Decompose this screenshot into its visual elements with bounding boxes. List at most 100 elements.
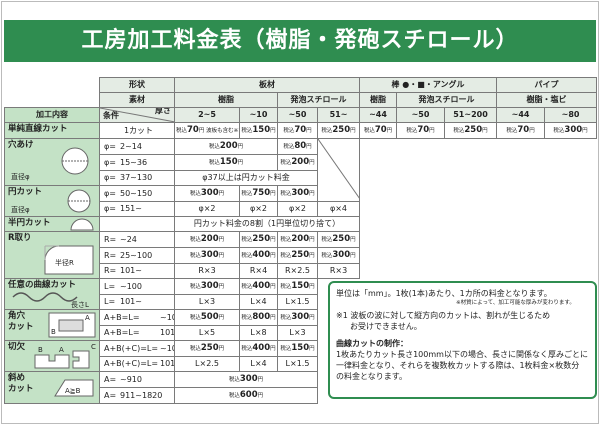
- price-part: 税込: [241, 284, 253, 290]
- price-cell: R×3: [317, 263, 360, 279]
- icon-shape: [44, 245, 94, 275]
- price-cell: 税込150円: [239, 122, 278, 139]
- price-part: 300: [291, 188, 310, 198]
- icon-shape: [44, 245, 59, 260]
- name-line: 円カット: [8, 187, 43, 197]
- header-cell: 発泡スチロール: [277, 92, 360, 108]
- price-part: 税込: [453, 128, 465, 134]
- group-name: R取り: [8, 233, 32, 244]
- thickness: 51~: [317, 107, 360, 123]
- condition-range: 37~130: [120, 173, 153, 182]
- price-cell: φ×2: [277, 201, 318, 217]
- price-cell: 税込300円: [174, 185, 240, 202]
- price-part: 税込: [208, 144, 220, 150]
- price-cell: 税込400円: [239, 278, 278, 295]
- row: R= 101~ R×3 R×4 R×2.5 R×3: [5, 263, 597, 279]
- blank: [360, 232, 597, 248]
- price-cell: 税込300円: [277, 185, 318, 202]
- condition-prefix: R=: [104, 266, 117, 275]
- note-line: 一律料金となり、それらを複数枚カットする際は、1枚料金×枚数分: [336, 361, 580, 370]
- price-part: 税込: [208, 160, 220, 166]
- price-cell: φ37以上は円カット料金: [174, 170, 318, 186]
- note-line: ※材質によって、加工可能な厚みが変わります。: [456, 300, 575, 306]
- price-part: 750: [252, 188, 271, 198]
- condition-range: 101~: [120, 297, 142, 306]
- icon-text: A: [59, 346, 64, 354]
- price-part: 円: [582, 128, 588, 134]
- price-part: 円: [309, 237, 315, 243]
- price-part: 円: [218, 315, 225, 321]
- row: 半円カット 円カット料金の8割（1円単位切り捨て）: [4, 216, 597, 232]
- blank: [360, 264, 597, 279]
- price-part: 税込: [553, 128, 565, 134]
- condition-prefix: φ=: [104, 173, 116, 182]
- price-part: 税込: [189, 315, 201, 321]
- group-name: 任意の曲線カット: [8, 280, 76, 291]
- price-part: 税込: [321, 128, 333, 134]
- price-cell: 税込500円: [174, 309, 240, 326]
- price-part: 円: [257, 377, 264, 383]
- price-part: 150: [291, 281, 310, 291]
- price-part: 200: [200, 234, 219, 244]
- price-part: 税込: [241, 191, 253, 197]
- price-part: 250: [200, 343, 219, 353]
- header-cell: 樹脂・塩ビ: [496, 92, 598, 108]
- icon-shape: [34, 354, 70, 369]
- name-line: R取り: [8, 233, 32, 243]
- price-part: 200: [291, 157, 310, 167]
- price-part: 円: [350, 128, 356, 134]
- price-part: 円: [306, 144, 312, 150]
- condition-prefix: A+B=L=: [104, 312, 140, 322]
- group-label: A≧B 斜め カット: [4, 371, 100, 404]
- condition-prefix: A+B=L=: [104, 328, 140, 337]
- price-part: 円: [270, 346, 276, 352]
- icon-text: B: [51, 328, 56, 336]
- price-part: 250: [464, 125, 483, 135]
- price-cell: 税込70円 波板も含む※1: [174, 122, 240, 139]
- price-part: 税込: [280, 284, 292, 290]
- price-cell: R×3: [174, 263, 240, 279]
- thickness: ~10: [239, 107, 278, 123]
- price-cell: 税込70円: [277, 122, 318, 139]
- price-part: 円: [270, 128, 276, 134]
- condition-range: 151~: [120, 204, 142, 213]
- price-part: 70: [517, 125, 530, 135]
- price-cell: 税込70円: [396, 122, 445, 139]
- condition: L= ~100: [99, 278, 175, 295]
- price-cell: 税込750円: [239, 185, 278, 202]
- price-part: 税込: [280, 191, 292, 197]
- group-label: 長さL 任意の曲線カット: [4, 278, 100, 310]
- condition-prefix: A=: [104, 374, 117, 384]
- price-cell: 税込800円: [239, 309, 278, 326]
- price-cell: φ×4: [317, 201, 360, 217]
- price-part: 円: [386, 128, 393, 134]
- blank-diagonal: [317, 138, 360, 202]
- price-cell: 税込400円: [239, 340, 278, 357]
- price-cell: L×2.5: [174, 356, 240, 372]
- condition-prefix: L=: [104, 281, 116, 291]
- condition-range: 101~: [160, 328, 174, 337]
- thickness-label: 厚さ: [155, 107, 171, 116]
- price-part: 円: [429, 128, 435, 134]
- price-part: 600: [239, 390, 258, 400]
- icon: 半径R: [44, 245, 94, 275]
- price-part: 税込: [189, 284, 201, 290]
- name-line: 穴あけ: [8, 140, 34, 150]
- price-table: 形状 板材棒 ●・■・アングル パイプ 素材 樹脂 発泡スチロール 樹脂 発泡スチロール 樹脂・…: [4, 77, 598, 404]
- price-cell: 税込200円: [277, 154, 318, 171]
- price-part: 円: [306, 128, 312, 134]
- icon-text: A: [85, 314, 90, 322]
- price-part: 500: [200, 312, 219, 322]
- blank: [360, 155, 597, 171]
- header-cell: 棒 ●・■・アングル: [358, 77, 498, 93]
- price-part: 円: [218, 284, 225, 290]
- thickness: 2~5: [174, 107, 240, 123]
- condition: A+B=L= 101~: [99, 325, 175, 341]
- price-cell: 税込600円: [174, 387, 318, 404]
- price-cell: 税込250円: [317, 122, 360, 139]
- price-cell: L×4: [239, 356, 278, 372]
- row: 単純直線カット 1カット 税込70円 波板も含む※1 税込150円 税込70円 税込250…: [4, 122, 598, 139]
- price-cell: 税込250円: [317, 231, 360, 248]
- condition-prefix: R=: [104, 250, 117, 260]
